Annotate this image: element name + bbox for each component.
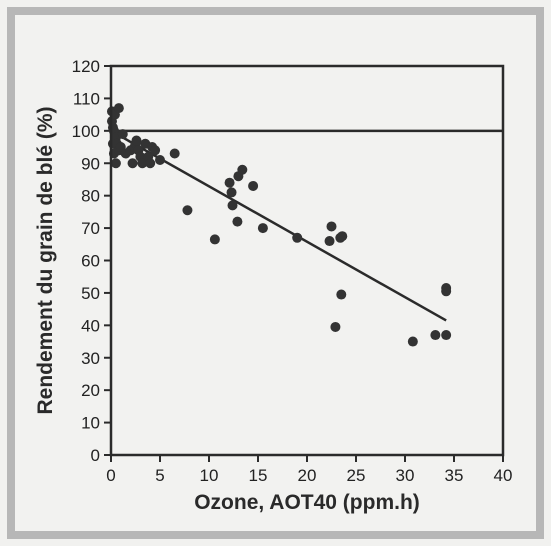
y-tick-label: 20 <box>81 381 100 400</box>
data-point <box>113 103 124 114</box>
data-point <box>324 236 335 247</box>
data-point <box>110 158 121 169</box>
y-tick-label: 120 <box>72 57 100 76</box>
y-tick-label: 30 <box>81 349 100 368</box>
data-point <box>150 145 161 156</box>
x-tick-label: 35 <box>445 466 464 485</box>
y-tick-label: 50 <box>81 284 100 303</box>
figure-frame <box>7 7 544 539</box>
y-tick-label: 10 <box>81 414 100 433</box>
data-point <box>430 330 441 341</box>
data-point <box>407 336 418 347</box>
y-tick-label: 80 <box>81 187 100 206</box>
data-point <box>232 216 243 227</box>
data-point <box>330 321 341 332</box>
x-axis-title: Ozone, AOT40 (ppm.h) <box>194 491 420 514</box>
data-point <box>117 129 128 140</box>
y-tick-label: 90 <box>81 154 100 173</box>
y-tick-label: 110 <box>73 89 100 108</box>
data-point <box>441 286 452 297</box>
data-point <box>257 223 268 234</box>
data-point <box>137 158 148 169</box>
data-point <box>182 205 193 216</box>
data-point <box>337 231 348 242</box>
y-tick-label: 60 <box>81 252 100 271</box>
data-point <box>127 158 138 169</box>
data-point <box>155 155 165 166</box>
data-point <box>227 200 238 211</box>
data-point <box>336 289 347 300</box>
data-point <box>226 187 237 198</box>
data-point <box>441 330 452 341</box>
data-point <box>169 148 180 159</box>
x-tick-label: 0 <box>106 466 115 485</box>
plot-area <box>109 64 505 457</box>
data-point <box>292 232 303 243</box>
y-axis-title: Rendement du grain de blé (%) <box>34 106 57 414</box>
y-axis-ticks: 0 10 20 30 40 50 60 70 80 90 100 110 120 <box>72 57 111 465</box>
y-tick-label: 0 <box>91 446 100 465</box>
x-tick-label: 5 <box>155 466 164 485</box>
x-axis-ticks: 0 5 10 15 20 25 30 35 40 <box>106 455 512 485</box>
data-point <box>145 158 156 169</box>
x-tick-label: 30 <box>396 466 415 485</box>
regression-line <box>110 129 447 322</box>
x-tick-label: 40 <box>494 466 513 485</box>
data-point <box>237 164 248 175</box>
data-point <box>224 177 235 188</box>
data-point <box>248 180 259 191</box>
y-tick-label: 100 <box>72 122 100 141</box>
data-point <box>209 234 220 245</box>
x-tick-label: 10 <box>200 466 219 485</box>
x-tick-label: 20 <box>298 466 317 485</box>
y-tick-label: 40 <box>81 316 100 335</box>
x-tick-label: 15 <box>249 466 268 485</box>
y-tick-label: 70 <box>81 219 100 238</box>
data-point <box>326 221 337 232</box>
data-point <box>131 135 142 146</box>
x-tick-label: 25 <box>347 466 366 485</box>
